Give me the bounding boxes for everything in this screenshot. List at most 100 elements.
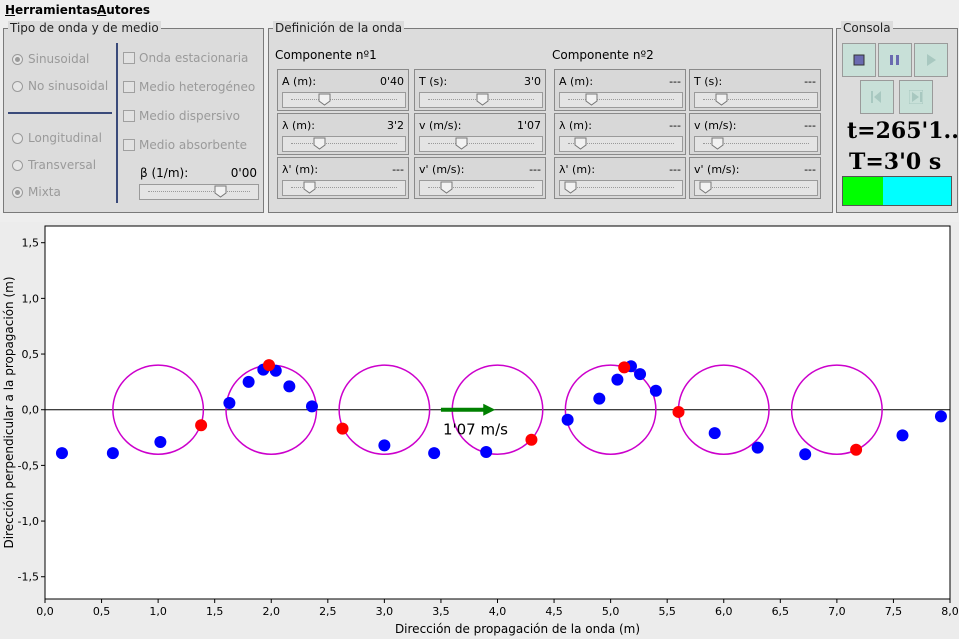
pause-button[interactable]	[878, 43, 912, 77]
label-non-sinusoidal: No sinusoidal	[28, 79, 109, 93]
check-standing-wave[interactable]	[123, 52, 135, 64]
y-tick-label: -1,0	[18, 515, 39, 528]
param-slider[interactable]	[694, 180, 818, 196]
stop-button[interactable]	[842, 43, 876, 77]
param-value: ---	[669, 75, 681, 88]
check-dispersive[interactable]	[123, 110, 135, 122]
radio-transversal[interactable]	[12, 160, 23, 171]
play-button[interactable]	[914, 43, 948, 77]
time-readout: t=265'1...	[847, 118, 959, 144]
trajectory-circle	[790, 364, 883, 456]
medium-panel-title: Tipo de onda y de medio	[8, 21, 161, 35]
y-tick-label: 0,5	[22, 348, 40, 361]
label-standing-wave: Onda estacionaria	[139, 51, 249, 65]
param-slider-thumb[interactable]	[715, 93, 728, 106]
red-particle	[672, 405, 685, 418]
console-panel-title: Consola	[841, 21, 893, 35]
menu-tools[interactable]: Herramientas	[5, 3, 98, 17]
medium-panel: Tipo de onda y de medio Sinusoidal No si…	[3, 21, 264, 213]
component-2-param-2: λ (m): ---	[554, 113, 686, 155]
component-2-param-1: T (s): ---	[689, 69, 821, 111]
plot-area	[44, 225, 951, 600]
param-slider-thumb[interactable]	[455, 137, 468, 150]
beta-slider[interactable]	[139, 184, 259, 200]
step-back-button[interactable]	[860, 80, 894, 114]
param-slider-thumb[interactable]	[440, 181, 453, 194]
param-name: T (s):	[419, 75, 448, 88]
label-longitudinal: Longitudinal	[28, 131, 102, 145]
x-tick-label: 2,0	[263, 605, 281, 618]
velocity-arrow-head	[483, 403, 496, 416]
param-slider[interactable]	[694, 92, 818, 108]
param-value: ---	[529, 163, 541, 176]
param-slider[interactable]	[694, 136, 818, 152]
param-slider-thumb[interactable]	[476, 93, 489, 106]
param-slider-thumb[interactable]	[564, 181, 577, 194]
param-value: ---	[392, 163, 404, 176]
step-back-icon	[871, 91, 881, 103]
param-slider[interactable]	[282, 136, 406, 152]
check-heterogeneous[interactable]	[123, 81, 135, 93]
param-name: v' (m/s):	[419, 163, 465, 176]
blue-particle	[611, 373, 624, 386]
blue-particle	[305, 400, 318, 413]
param-slider[interactable]	[282, 92, 406, 108]
param-slider-thumb[interactable]	[585, 93, 598, 106]
param-value: 3'2	[386, 119, 404, 132]
blue-particle	[649, 384, 662, 397]
x-tick-label: 3,0	[376, 605, 394, 618]
component-2-param-0: A (m): ---	[554, 69, 686, 111]
param-name: v (m/s):	[419, 119, 462, 132]
blue-particle	[634, 368, 647, 381]
x-tick-label: 0,0	[36, 605, 54, 618]
component-1-param-0: A (m): 0'40	[277, 69, 409, 111]
blue-particle	[428, 447, 441, 460]
param-slider-thumb[interactable]	[699, 181, 712, 194]
x-tick-label: 6,5	[772, 605, 790, 618]
blue-particle	[896, 429, 909, 442]
radio-non-sinusoidal[interactable]	[12, 81, 23, 92]
param-name: v' (m/s):	[694, 163, 740, 176]
label-absorbent: Medio absorbente	[139, 138, 248, 152]
param-name: λ (m):	[559, 119, 593, 132]
blue-particle	[708, 427, 721, 440]
step-forward-button[interactable]	[899, 80, 933, 114]
x-tick-label: 1,0	[149, 605, 167, 618]
radio-mixed[interactable]	[12, 187, 23, 198]
beta-slider-thumb[interactable]	[214, 185, 227, 198]
x-tick-label: 1,5	[206, 605, 224, 618]
param-slider[interactable]	[419, 136, 543, 152]
param-slider[interactable]	[559, 180, 683, 196]
param-slider-thumb[interactable]	[318, 93, 331, 106]
param-slider-thumb[interactable]	[711, 137, 724, 150]
param-slider[interactable]	[559, 92, 683, 108]
red-particle	[618, 361, 631, 374]
check-absorbent[interactable]	[123, 139, 135, 151]
x-tick-label: 5,0	[602, 605, 620, 618]
y-tick-label: -0,5	[18, 459, 39, 472]
component-2-title: Componente nº2	[552, 48, 654, 62]
radio-longitudinal[interactable]	[12, 133, 23, 144]
param-slider[interactable]	[282, 180, 406, 196]
blue-particle	[223, 397, 236, 410]
y-tick-label: 1,5	[22, 237, 40, 250]
component-1-param-1: T (s): 3'0	[414, 69, 546, 111]
param-slider[interactable]	[419, 180, 543, 196]
param-slider-thumb[interactable]	[303, 181, 316, 194]
param-name: A (m):	[282, 75, 317, 88]
progress-fill	[843, 177, 883, 205]
param-slider-thumb[interactable]	[574, 137, 587, 150]
param-slider[interactable]	[419, 92, 543, 108]
blue-particle	[242, 375, 255, 388]
menu-authors[interactable]: Autores	[97, 3, 151, 17]
param-name: v (m/s):	[694, 119, 737, 132]
menu-bar: Herramientas Autores	[0, 0, 959, 19]
param-slider[interactable]	[559, 136, 683, 152]
blue-particle	[934, 410, 947, 423]
label-sinusoidal: Sinusoidal	[28, 52, 90, 66]
progress-bar	[842, 176, 952, 206]
x-tick-label: 4,5	[545, 605, 563, 618]
param-slider-thumb[interactable]	[313, 137, 326, 150]
radio-sinusoidal[interactable]	[12, 54, 23, 65]
period-readout: T=3'0 s	[849, 149, 942, 175]
